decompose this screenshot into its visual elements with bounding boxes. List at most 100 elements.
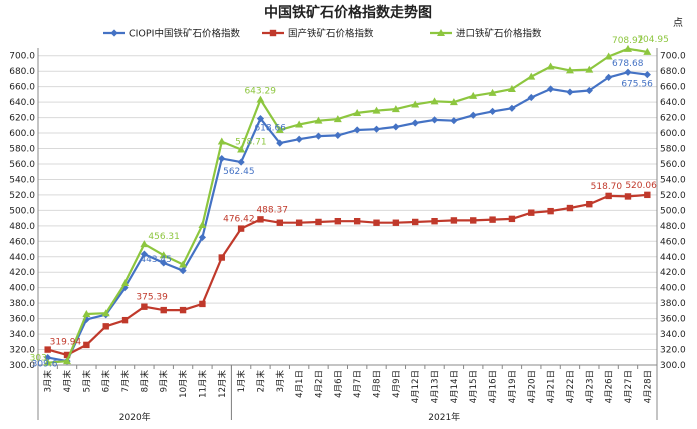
- legend: CIOPI中国铁矿石价格指数 国产铁矿石价格指数 进口铁矿石价格指数: [103, 28, 542, 40]
- legend-label: 国产铁矿石价格指数: [288, 28, 374, 40]
- x-tick-label: 4月22日: [566, 370, 576, 403]
- series-line: [47, 71, 648, 363]
- data-label: 678.68: [612, 59, 644, 69]
- legend-marker: [269, 29, 277, 37]
- y-tick-label-right: 340.0: [660, 330, 686, 340]
- x-tick-label: 4月14日: [450, 370, 460, 403]
- data-point: [508, 104, 516, 112]
- data-point: [449, 98, 458, 106]
- data-point: [198, 233, 207, 242]
- data-point: [470, 217, 477, 224]
- y-tick-label-right: 400.0: [660, 284, 686, 294]
- y-tick-label-left: 340.0: [9, 330, 35, 340]
- data-label: 562.45: [223, 167, 255, 177]
- y-tick-label-right: 300.0: [660, 361, 686, 371]
- data-point: [469, 91, 478, 99]
- data-point: [431, 217, 438, 225]
- y-tick-label-left: 440.0: [9, 253, 35, 263]
- data-point: [624, 193, 632, 200]
- x-tick-label: 4月13日: [431, 370, 441, 403]
- x-axis-ticks: 3月末 4月末 5月末 6月末 7月末 8月末 9月末 10月末 11月末 12月末 1月末 2月末 3…: [37, 365, 658, 403]
- y-tick-label-right: 440.0: [660, 253, 686, 263]
- data-point: [256, 115, 265, 123]
- data-point: [160, 306, 167, 314]
- data-point: [547, 85, 555, 93]
- y-tick-label-right: 520.0: [660, 191, 686, 201]
- data-point: [179, 267, 187, 275]
- data-point: [392, 123, 400, 131]
- data-point: [199, 300, 206, 308]
- x-tick-label: 5月末: [81, 370, 92, 393]
- y-axis-right-unit: 点: [673, 17, 683, 29]
- data-point: [586, 200, 593, 208]
- data-point: [121, 316, 129, 324]
- y-tick-label-right: 320.0: [660, 346, 686, 356]
- data-point: [314, 132, 323, 140]
- y-tick-label-left: 600.0: [9, 129, 35, 139]
- data-point: [295, 219, 303, 226]
- x-tick-label: 4月2日: [314, 370, 324, 398]
- data-point: [83, 341, 90, 349]
- x-tick-label: 3月末: [43, 370, 54, 393]
- data-point: [566, 204, 574, 212]
- x-tick-label: 4月21日: [547, 370, 557, 403]
- y-axis-right-ticks: 300.0 320.0 340.0 360.0 380.0 400.0 420.0 440.0…: [660, 52, 686, 371]
- data-label: 618.66: [254, 124, 286, 134]
- x-tick-label: 4月16日: [489, 370, 499, 403]
- x-tick-label: 3月末: [275, 370, 286, 393]
- chart-title: 中国铁矿石价格指数走势图: [264, 4, 432, 21]
- data-label: 520.06: [625, 181, 657, 191]
- data-point: [276, 219, 283, 226]
- y-tick-label-left: 620.0: [9, 114, 35, 124]
- series-layer: [43, 44, 652, 366]
- y-tick-label-right: 620.0: [660, 114, 686, 124]
- y-tick-label-right: 560.0: [660, 160, 686, 170]
- x-tick-label: 10月末: [178, 370, 189, 398]
- data-label: 303: [30, 354, 47, 364]
- data-label: 476.42: [223, 215, 255, 225]
- data-point: [218, 254, 225, 261]
- data-point: [450, 117, 458, 125]
- data-label: 443.45: [140, 255, 172, 265]
- series-0: [44, 68, 651, 365]
- data-point: [469, 111, 477, 119]
- x-tick-label: 4月23日: [585, 370, 595, 403]
- data-point: [179, 306, 187, 314]
- x-tick-label: 4月19日: [508, 370, 518, 403]
- y-gridlines: [38, 55, 657, 366]
- data-label: 708.92: [612, 36, 644, 46]
- data-point: [411, 100, 420, 108]
- y-tick-label-left: 680.0: [9, 67, 35, 77]
- data-point: [237, 145, 246, 153]
- y-tick-label-left: 320.0: [9, 346, 35, 356]
- data-point: [527, 93, 535, 102]
- data-point: [643, 71, 651, 79]
- data-point: [391, 105, 400, 113]
- data-point: [430, 116, 439, 124]
- data-point: [412, 218, 419, 226]
- data-point: [411, 119, 419, 127]
- y-tick-label-right: 640.0: [660, 98, 686, 108]
- data-point: [334, 217, 342, 225]
- data-point: [353, 126, 361, 134]
- data-point: [44, 346, 51, 353]
- x-tick-label: 1月末: [236, 370, 247, 393]
- series-2: [43, 44, 652, 366]
- data-point: [546, 62, 555, 70]
- y-tick-label-left: 380.0: [9, 299, 35, 309]
- data-point: [373, 219, 380, 226]
- data-point: [275, 125, 284, 133]
- x-tick-label: 6月末: [101, 370, 112, 393]
- data-point: [140, 250, 148, 258]
- legend-item-1: 国产铁矿石价格指数: [262, 28, 374, 40]
- x-tick-label: 4月7日: [353, 370, 363, 398]
- data-point: [372, 106, 381, 114]
- x-tick-label: 4月20日: [527, 370, 537, 403]
- data-label: 518.70: [591, 182, 623, 192]
- data-point: [334, 131, 342, 139]
- legend-label: 进口铁矿石价格指数: [456, 28, 542, 40]
- x-tick-label: 9月末: [159, 370, 170, 393]
- legend-label: CIOPI中国铁矿石价格指数: [129, 28, 240, 40]
- x-tick-label: 2月末: [255, 370, 266, 393]
- data-point: [643, 47, 652, 55]
